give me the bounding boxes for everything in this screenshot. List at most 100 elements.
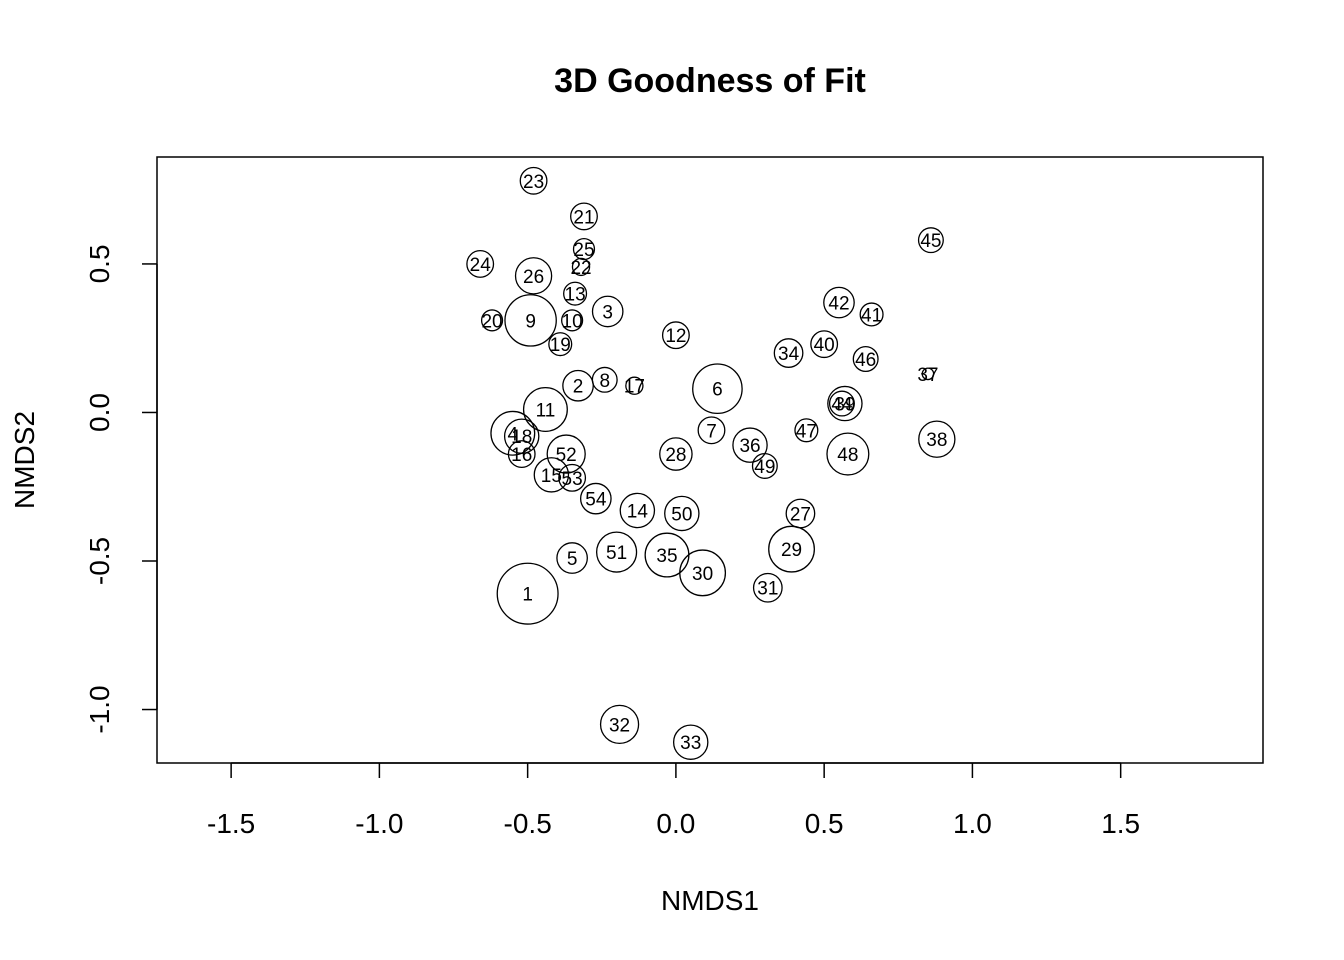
fit-circle xyxy=(599,704,640,745)
x-axis: -1.5 -1.0 -0.5 0.0 0.5 1.0 1.5 xyxy=(207,762,1140,839)
y-axis-label: NMDS2 xyxy=(9,411,40,509)
fit-circle xyxy=(579,482,612,515)
point-label: 33 xyxy=(680,733,701,754)
data-point: 3 xyxy=(591,295,624,328)
point-label: 21 xyxy=(573,207,594,228)
plot-frame xyxy=(156,156,1264,764)
point-label: 17 xyxy=(624,377,645,398)
point-label: 30 xyxy=(692,564,713,585)
fit-circle xyxy=(918,420,956,458)
fit-circle xyxy=(661,321,690,350)
y-tick-label: 0.5 xyxy=(84,244,115,283)
data-point: 24 xyxy=(466,249,495,278)
y-axis: -1.0 -0.5 0.0 0.5 xyxy=(84,244,158,734)
point-label: 8 xyxy=(599,371,610,392)
fit-circle xyxy=(644,532,690,578)
fit-circle xyxy=(546,434,586,474)
fit-circle xyxy=(591,295,624,328)
fit-circle xyxy=(561,309,584,332)
data-point: 19 xyxy=(548,332,573,357)
point-label: 13 xyxy=(565,285,586,306)
data-point: 51 xyxy=(595,531,638,573)
fit-circle xyxy=(692,363,743,415)
point-label: 41 xyxy=(861,305,882,326)
data-point: 25 xyxy=(572,237,596,261)
fit-circle xyxy=(591,366,618,393)
fit-circle xyxy=(827,385,863,422)
fit-circle xyxy=(570,202,598,231)
fit-circle xyxy=(514,257,553,295)
data-point: 39 xyxy=(827,385,863,422)
fit-circle xyxy=(664,495,700,532)
fit-circle xyxy=(794,418,819,443)
point-label: 53 xyxy=(562,469,583,490)
data-point: 30 xyxy=(679,549,727,597)
point-label: 34 xyxy=(778,344,800,365)
point-label: 40 xyxy=(814,335,835,356)
data-point: 26 xyxy=(514,257,553,295)
data-point: 12 xyxy=(661,321,690,350)
x-tick-label: -1.0 xyxy=(355,808,403,839)
fit-circle xyxy=(563,281,588,306)
point-label: 31 xyxy=(757,579,778,600)
fit-circle xyxy=(732,427,768,463)
data-point: 5 xyxy=(556,542,588,574)
point-label: 25 xyxy=(573,240,594,261)
point-label: 38 xyxy=(926,430,947,451)
fit-circle xyxy=(533,457,570,493)
fit-circle xyxy=(595,531,638,573)
fit-circle xyxy=(823,286,855,319)
point-label: 45 xyxy=(920,231,941,252)
data-point: 40 xyxy=(810,330,839,359)
x-axis-label: NMDS1 xyxy=(661,885,759,916)
data-point: 14 xyxy=(619,492,656,529)
fit-circle xyxy=(697,416,726,445)
point-label: 11 xyxy=(536,401,556,422)
point-label: 47 xyxy=(796,421,817,442)
point-label: 23 xyxy=(523,172,544,193)
fit-circle xyxy=(571,257,591,277)
fit-circle xyxy=(556,542,588,574)
data-point: 45 xyxy=(917,227,944,254)
fit-circle xyxy=(572,237,596,261)
fit-circle xyxy=(490,410,536,456)
data-point: 7 xyxy=(697,416,726,445)
data-point: 22 xyxy=(570,257,592,279)
point-label: 51 xyxy=(606,543,627,564)
data-point: 35 xyxy=(644,532,690,578)
point-label: 18 xyxy=(511,427,532,448)
point-label: 46 xyxy=(855,350,876,371)
point-label: 42 xyxy=(828,294,849,315)
data-point: 48 xyxy=(826,432,870,476)
point-label: 19 xyxy=(550,335,571,356)
data-point: 28 xyxy=(659,437,693,471)
point-label: 39 xyxy=(834,395,855,416)
data-point: 27 xyxy=(785,498,816,529)
data-point: 13 xyxy=(563,281,588,306)
point-label: 36 xyxy=(739,436,760,457)
data-point: 32 xyxy=(599,704,640,745)
fit-circle xyxy=(826,432,870,476)
chart-title: 3D Goodness of Fit xyxy=(554,62,866,100)
data-point: 1 xyxy=(496,562,559,625)
point-label: 14 xyxy=(627,502,649,523)
fit-circle xyxy=(496,562,559,625)
data-point: 42 xyxy=(823,286,855,319)
point-label: 22 xyxy=(570,258,591,279)
fit-circle xyxy=(558,463,587,492)
data-point: 31 xyxy=(752,572,783,603)
fit-circle xyxy=(519,166,548,195)
data-point: 2 xyxy=(562,369,594,402)
data-point: 10 xyxy=(561,309,584,332)
point-label: 37 xyxy=(917,365,938,386)
point-label: 20 xyxy=(481,311,502,332)
point-label: 9 xyxy=(525,311,536,332)
data-point: 29 xyxy=(768,525,815,573)
point-label: 29 xyxy=(781,540,802,561)
fit-circle xyxy=(828,390,855,417)
data-point: 36 xyxy=(732,427,768,463)
data-point: 34 xyxy=(773,338,804,368)
point-label: 32 xyxy=(609,715,630,736)
data-point: 8 xyxy=(591,366,618,393)
